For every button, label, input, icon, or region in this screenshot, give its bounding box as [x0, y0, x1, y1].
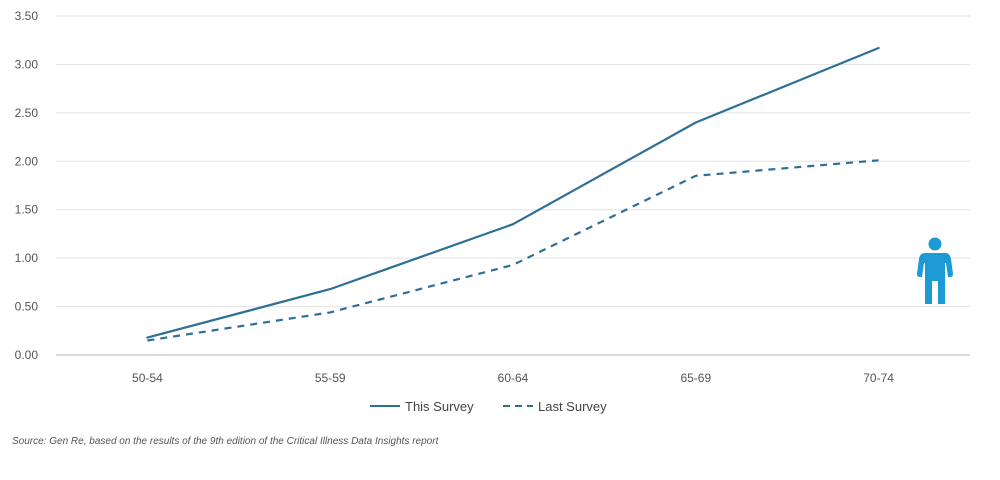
- x-tick-label: 65-69: [680, 371, 711, 385]
- legend-label-this-survey: This Survey: [405, 399, 474, 414]
- y-tick-label: 3.00: [15, 57, 39, 71]
- y-axis-ticks: 0.00 0.50 1.00 1.50 2.00 2.50 3.00 3.50: [15, 9, 39, 362]
- series-lines: [146, 46, 880, 342]
- series-line-this-survey: [146, 46, 880, 339]
- y-tick-label: 0.50: [15, 300, 39, 314]
- person-icon: [917, 237, 953, 304]
- y-tick-label: 0.00: [15, 348, 39, 362]
- x-tick-label: 50-54: [132, 371, 163, 385]
- legend: This Survey Last Survey: [370, 399, 607, 414]
- y-tick-label: 3.50: [15, 9, 39, 23]
- y-tick-label: 2.50: [15, 106, 39, 120]
- y-tick-label: 1.00: [15, 251, 39, 265]
- gridlines: [56, 15, 970, 356]
- y-tick-label: 1.50: [15, 203, 39, 217]
- x-tick-label: 55-59: [315, 371, 346, 385]
- x-tick-label: 60-64: [498, 371, 529, 385]
- series-line-last-survey: [147, 159, 879, 342]
- x-axis-ticks: 50-54 55-59 60-64 65-69 70-74: [132, 371, 894, 385]
- x-tick-label: 70-74: [863, 371, 894, 385]
- y-tick-label: 2.00: [15, 154, 39, 168]
- legend-label-last-survey: Last Survey: [538, 399, 607, 414]
- source-note: Source: Gen Re, based on the results of …: [12, 436, 439, 447]
